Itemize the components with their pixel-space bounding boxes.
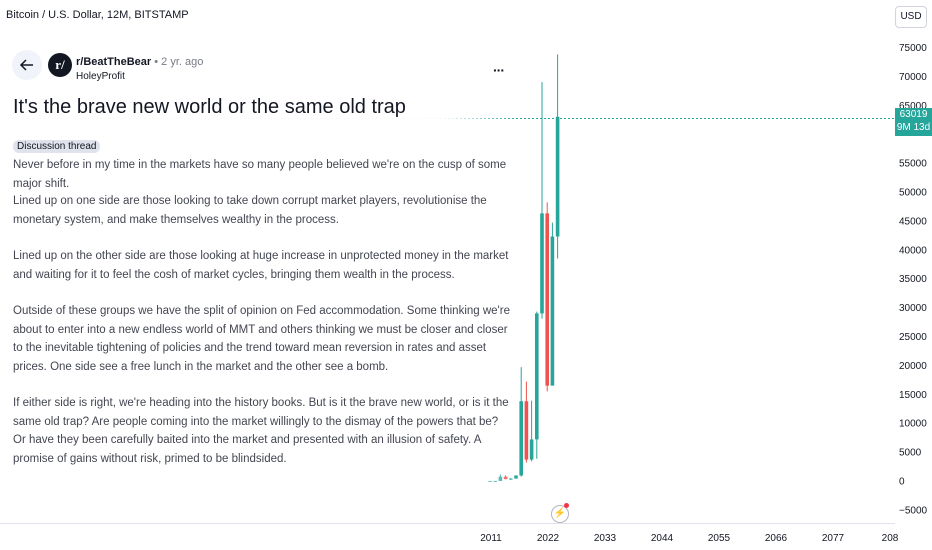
author-avatar[interactable]: r/ <box>48 53 72 77</box>
idea-overlay-background <box>0 42 520 482</box>
price-axis: 7500070000650005500050000450004000035000… <box>899 43 928 516</box>
post-title: It's the brave new world or the same old… <box>13 96 406 118</box>
candle-body <box>535 313 539 440</box>
price-tick-label: 20000 <box>899 361 927 372</box>
time-axis-divider <box>0 523 895 524</box>
time-tick-label: 2044 <box>651 533 674 544</box>
price-tick-label: 5000 <box>899 448 922 459</box>
price-tick-label: 0 <box>899 477 905 488</box>
price-tick-label: 70000 <box>899 72 927 83</box>
current-price-badge: 63019 9M 13d <box>895 108 932 136</box>
currency-button[interactable]: USD <box>895 6 927 28</box>
post-paragraph: Never before in my time in the markets h… <box>13 159 507 190</box>
price-tick-label: 55000 <box>899 159 927 170</box>
candle-body <box>540 213 544 314</box>
current-price-label: 63019 <box>899 109 928 120</box>
time-tick-label: 2011 <box>480 533 502 544</box>
author-subname[interactable]: HoleyProfit <box>76 71 125 82</box>
price-tick-label: 10000 <box>899 419 927 430</box>
notification-dot <box>564 503 569 508</box>
author-line: r/BeatTheBear • 2 yr. ago <box>76 56 203 68</box>
arrow-left-icon <box>19 59 33 71</box>
post-time: • 2 yr. ago <box>154 56 204 68</box>
post-paragraph: Lined up on the other side are those loo… <box>13 250 509 281</box>
more-dots-icon[interactable]: ··· <box>493 62 505 78</box>
candle-body <box>550 236 555 386</box>
price-tick-label: 75000 <box>899 43 927 54</box>
price-tick-label: 40000 <box>899 245 927 256</box>
price-tick-label: 65000 <box>899 101 927 112</box>
time-tick-label: 2066 <box>765 533 788 544</box>
author-name[interactable]: r/BeatTheBear <box>76 56 152 68</box>
time-tick-label: 208 <box>882 533 899 544</box>
time-tick-label: 2033 <box>594 533 617 544</box>
candle-body <box>555 116 560 237</box>
price-tick-label: 50000 <box>899 188 927 199</box>
post-paragraph: If either side is right, we're heading i… <box>13 397 509 465</box>
candle-body <box>529 439 534 460</box>
time-tick-label: 2055 <box>708 533 731 544</box>
lightning-icon[interactable]: ⚡ <box>551 505 569 523</box>
bar-countdown: 9M 13d <box>896 122 931 133</box>
back-button[interactable] <box>12 50 42 80</box>
time-tick-label: 2022 <box>537 533 560 544</box>
candle-body <box>524 401 529 460</box>
discussion-tag[interactable]: Discussion thread <box>13 140 101 153</box>
price-tick-label: 45000 <box>899 216 927 227</box>
post-paragraph: Lined up on one side are those looking t… <box>13 195 487 226</box>
candles-group <box>488 54 560 482</box>
candle-body <box>545 213 549 386</box>
time-tick-label: 2077 <box>822 533 845 544</box>
price-tick-label: 15000 <box>899 390 927 401</box>
post-paragraph: Outside of these groups we have the spli… <box>13 305 510 373</box>
price-tick-label: 25000 <box>899 332 927 343</box>
symbol-title: Bitcoin / U.S. Dollar, 12M, BITSTAMP <box>6 9 189 21</box>
time-axis: 2011 2022 2033 2044 2055 2066 2077 208 <box>480 533 899 544</box>
candle-body <box>519 401 523 476</box>
price-tick-label: 30000 <box>899 303 927 314</box>
price-tick-label: 35000 <box>899 274 927 285</box>
price-tick-label: −5000 <box>899 505 928 516</box>
